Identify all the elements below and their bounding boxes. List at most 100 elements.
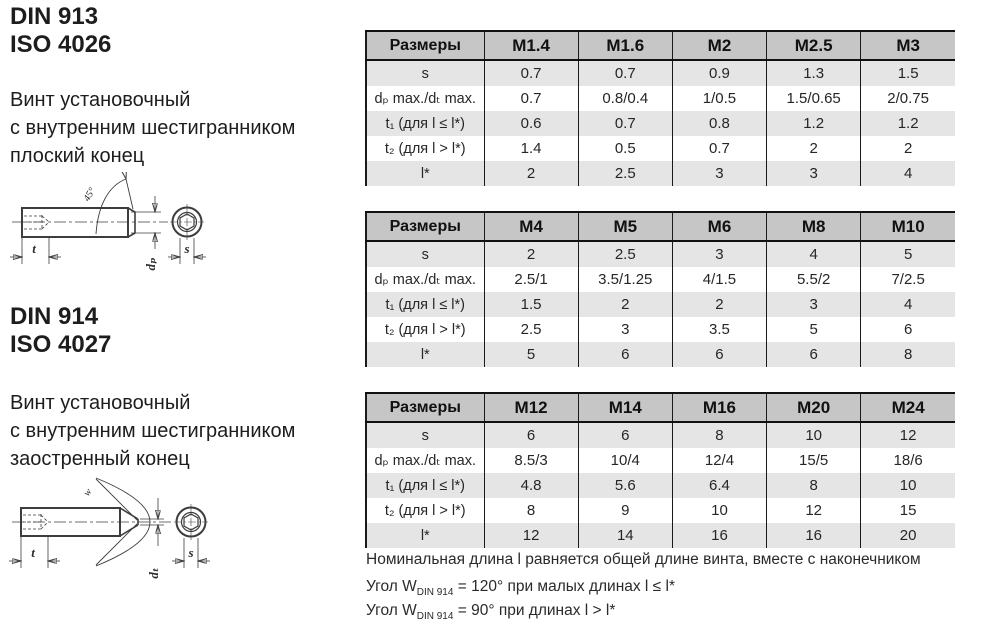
size-column-header: M14: [577, 392, 673, 423]
table-header-row: Размеры M1.4 M1.6 M2 M2.5 M3: [365, 30, 955, 61]
table-cell: 0.7: [577, 60, 673, 86]
dimension-t: t: [10, 237, 61, 264]
table-cell: 2.5: [577, 241, 673, 267]
table-cell: 0.5: [577, 136, 673, 161]
row-label: dₚ max./dₜ max.: [365, 86, 484, 111]
point-diameter-label: dₜ: [146, 567, 161, 579]
table-cell: 1/0.5: [671, 86, 767, 111]
table-cell: 1.5/0.65: [766, 86, 861, 111]
dimensions-header: Размеры: [365, 211, 484, 242]
row-label: dₚ max./dₜ max.: [365, 267, 484, 292]
dimensions-table-m1-4-to-m3: Размеры M1.4 M1.6 M2 M2.5 M3 s 0.7 0.7 0.9 1.3 1.5 d…: [365, 30, 955, 186]
table-row: dₚ max./dₜ max. 0.7 0.8/0.4 1/0.5 1.5/0.65 2/…: [365, 86, 955, 111]
table-cell: 0.8: [671, 111, 767, 136]
table-cell: 15/5: [766, 448, 861, 473]
table-cell: 3.5: [671, 317, 767, 342]
description-line: с внутренним шестигранником: [10, 117, 296, 139]
description-din914: Винт установочный с внутренним шестигран…: [10, 389, 295, 473]
table-cell: 5: [766, 317, 861, 342]
table-cell: 3: [766, 292, 861, 317]
table-cell: 4.8: [483, 473, 579, 498]
table-cell: 2: [766, 136, 861, 161]
table-cell: 4: [860, 161, 955, 186]
socket-size-label: s: [187, 545, 193, 560]
row-label: t₂ (для l > l*): [365, 136, 484, 161]
description-line: Винт установочный: [10, 392, 191, 414]
dimension-dp: dₚ: [131, 196, 161, 270]
table-row: dₚ max./dₜ max. 8.5/3 10/4 12/4 15/5 18/6: [365, 448, 955, 473]
table-cell: 12/4: [671, 448, 767, 473]
standard-line: DIN 913: [10, 3, 99, 30]
table-row: t₂ (для l > l*) 2.5 3 3.5 5 6: [365, 317, 955, 342]
table-cell: 10: [766, 422, 861, 448]
flat-point: [127, 207, 136, 238]
dimensions-table-m4-to-m10: Размеры M4 M5 M6 M8 M10 s 2 2.5 3 4 5 dₚ max./dₜ max…: [365, 211, 955, 367]
table-cell: 0.7: [671, 136, 767, 161]
table-cell: 1.3: [766, 60, 861, 86]
table-cell: 10/4: [577, 448, 673, 473]
row-label: s: [365, 422, 484, 448]
dimensions-header: Размеры: [365, 392, 484, 423]
table-cell: 6: [860, 317, 955, 342]
size-column-header: M24: [860, 392, 955, 423]
dimensions-header: Размеры: [365, 30, 484, 61]
table-cell: 5.5/2: [766, 267, 861, 292]
table-cell: 6.4: [671, 473, 767, 498]
table-cell: 2: [671, 292, 767, 317]
angle-note: Угол WDIN 914 = 120° при малых длинах l …: [366, 578, 675, 599]
standard-line: ISO 4026: [10, 31, 112, 58]
table-cell: 3: [671, 161, 767, 186]
table-cell: 2: [577, 292, 673, 317]
table-cell: 1.5: [483, 292, 579, 317]
table-cell: 2/0.75: [860, 86, 955, 111]
table-cell: 3.5/1.25: [577, 267, 673, 292]
table-row: l* 2 2.5 3 3 4: [365, 161, 955, 186]
table-cell: 6: [577, 422, 673, 448]
table-row: t₁ (для l ≤ l*) 0.6 0.7 0.8 1.2 1.2: [365, 111, 955, 136]
table-row: s 6 6 8 10 12: [365, 422, 955, 448]
angle-label: 45°: [82, 186, 99, 204]
row-label: l*: [365, 342, 484, 367]
din914-cone-point-drawing: w t dₜ s: [9, 477, 210, 579]
table-cell: 3: [671, 241, 767, 267]
table-cell: 20: [860, 523, 955, 548]
end-view: [174, 504, 208, 540]
table-cell: 4: [766, 241, 861, 267]
description-line: плоский конец: [10, 145, 145, 167]
size-column-header: M4: [483, 211, 579, 242]
table-row: t₂ (для l > l*) 8 9 10 12 15: [365, 498, 955, 523]
table-cell: 6: [577, 342, 673, 367]
table-cell: 8: [671, 422, 767, 448]
size-column-header: M6: [671, 211, 767, 242]
table-cell: 9: [577, 498, 673, 523]
table-row: t₂ (для l > l*) 1.4 0.5 0.7 2 2: [365, 136, 955, 161]
din913-flat-point-drawing: 45° t dₚ s: [10, 172, 206, 270]
table-cell: 12: [766, 498, 861, 523]
standard-line: DIN 914: [10, 303, 99, 330]
size-column-header: M1.6: [577, 30, 673, 61]
size-column-header: M12: [483, 392, 579, 423]
table-cell: 8: [483, 498, 579, 523]
table-cell: 6: [483, 422, 579, 448]
description-line: с внутренним шестигранником: [10, 420, 296, 442]
cone-point: [119, 507, 139, 537]
table-cell: 2: [483, 241, 579, 267]
table-cell: 3: [766, 161, 861, 186]
table-cell: 5.6: [577, 473, 673, 498]
table-row: l* 5 6 6 6 8: [365, 342, 955, 367]
angle-label: w: [82, 486, 95, 498]
table-row: dₚ max./dₜ max. 2.5/1 3.5/1.25 4/1.5 5.5/2 7/…: [365, 267, 955, 292]
nominal-length-note: Номинальная длина l равняется общей длин…: [366, 551, 921, 568]
size-column-header: M3: [860, 30, 955, 61]
table-cell: 4: [860, 292, 955, 317]
table-cell: 15: [860, 498, 955, 523]
table-cell: 2.5: [577, 161, 673, 186]
table-cell: 2.5/1: [483, 267, 579, 292]
table-cell: 0.8/0.4: [577, 86, 673, 111]
table-cell: 7/2.5: [860, 267, 955, 292]
dimension-s: s: [168, 238, 206, 264]
table-cell: 16: [671, 523, 767, 548]
table-cell: 8.5/3: [483, 448, 579, 473]
table-cell: 2: [860, 136, 955, 161]
table-cell: 8: [766, 473, 861, 498]
